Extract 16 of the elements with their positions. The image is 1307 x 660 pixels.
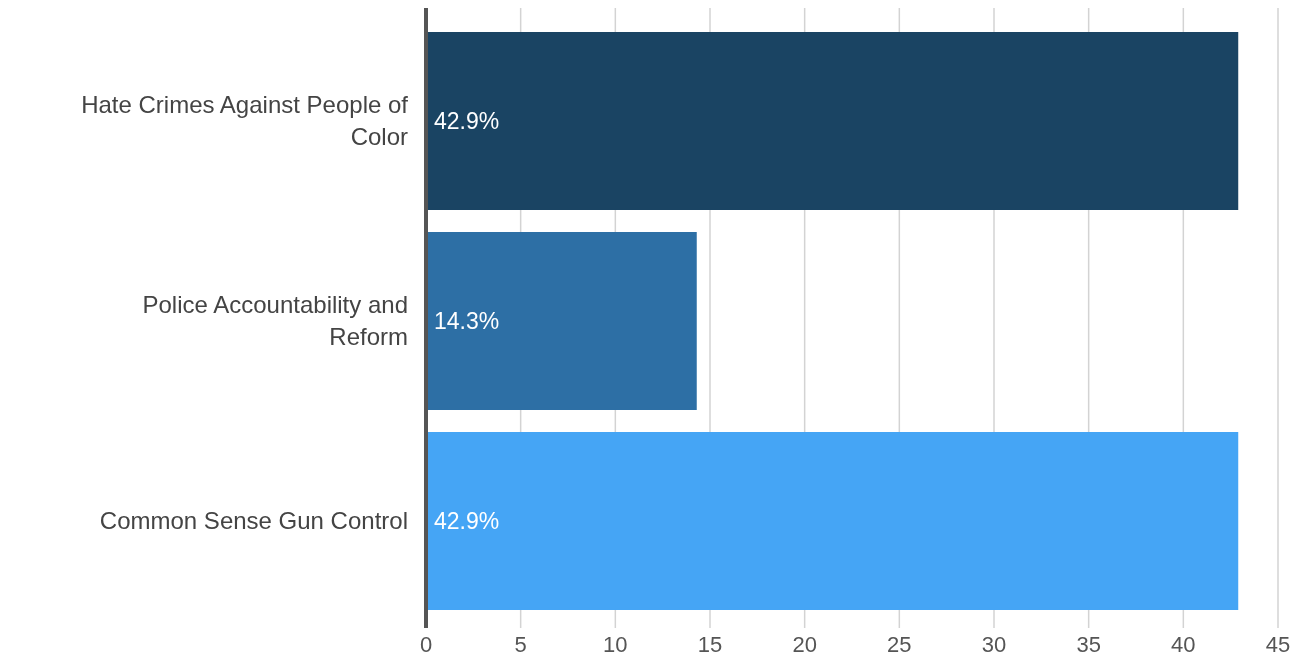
data-label: 14.3% — [434, 308, 500, 335]
x-tick-label: 45 — [1265, 632, 1291, 657]
data-label: 42.9% — [434, 108, 500, 135]
x-tick-label: 25 — [887, 632, 912, 657]
x-tick-label: 5 — [514, 632, 527, 657]
x-tick-label: 15 — [697, 632, 723, 657]
x-tick-label: 40 — [1171, 632, 1196, 657]
x-tick-label: 0 — [419, 632, 433, 657]
x-tick-label: 30 — [981, 632, 1007, 657]
y-tick-label: Police Accountability and Reform — [142, 291, 408, 351]
x-tick-label: 20 — [792, 632, 817, 657]
y-tick-label: Common Sense Gun Control — [99, 507, 408, 535]
x-tick-label: 35 — [1076, 632, 1101, 657]
x-tick-label: 10 — [603, 632, 628, 657]
data-label: 42.9% — [434, 508, 500, 535]
y-tick-label: Hate Crimes Against People of Color — [81, 91, 409, 151]
